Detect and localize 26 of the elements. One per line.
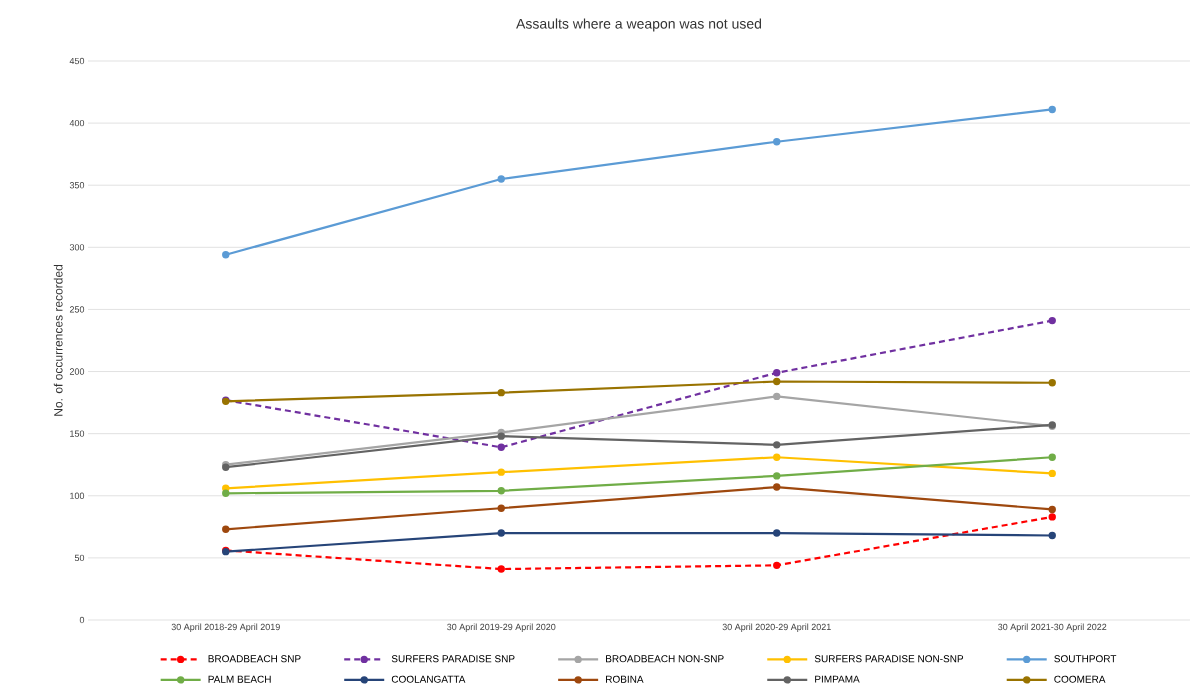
y-tick-label: 350 xyxy=(69,182,85,189)
legend-label: SURFERS PARADISE NON-SNP xyxy=(814,655,964,663)
chart-title: Assaults where a weapon was not used xyxy=(516,18,762,32)
legend-label: COOLANGATTA xyxy=(391,675,466,683)
legend-label: BROADBEACH NON-SNP xyxy=(606,655,724,663)
y-tick-label: 300 xyxy=(69,244,85,251)
legend-label: SURFERS PARADISE SNP xyxy=(391,655,515,663)
x-tick-label: 30 April 2020-29 April 2021 xyxy=(722,623,831,632)
x-tick-label: 30 April 2018-29 April 2019 xyxy=(171,623,280,632)
y-tick-label: 250 xyxy=(69,306,85,313)
y-axis-title: No. of occurrences recorded xyxy=(53,265,63,416)
y-tick-label: 100 xyxy=(70,492,85,499)
y-tick-label: 400 xyxy=(69,119,85,127)
legend-label: ROBINA xyxy=(606,675,644,683)
y-tick-label: 450 xyxy=(69,57,85,65)
y-tick-label: 200 xyxy=(69,368,85,375)
legend-label: SOUTHPORT xyxy=(1054,655,1117,663)
x-tick-label: 30 April 2019-29 April 2020 xyxy=(447,623,556,632)
legend-label: PALM BEACH xyxy=(208,675,271,683)
y-tick-label: 150 xyxy=(70,430,85,437)
legend-label: COOMERA xyxy=(1054,675,1106,683)
y-tick-label: 50 xyxy=(74,554,85,562)
legend-label: BROADBEACH SNP xyxy=(208,655,301,663)
x-tick-label: 30 April 2021-30 April 2022 xyxy=(998,623,1107,632)
y-tick-label: 0 xyxy=(79,616,85,624)
legend-label: PIMPAMA xyxy=(815,675,860,683)
